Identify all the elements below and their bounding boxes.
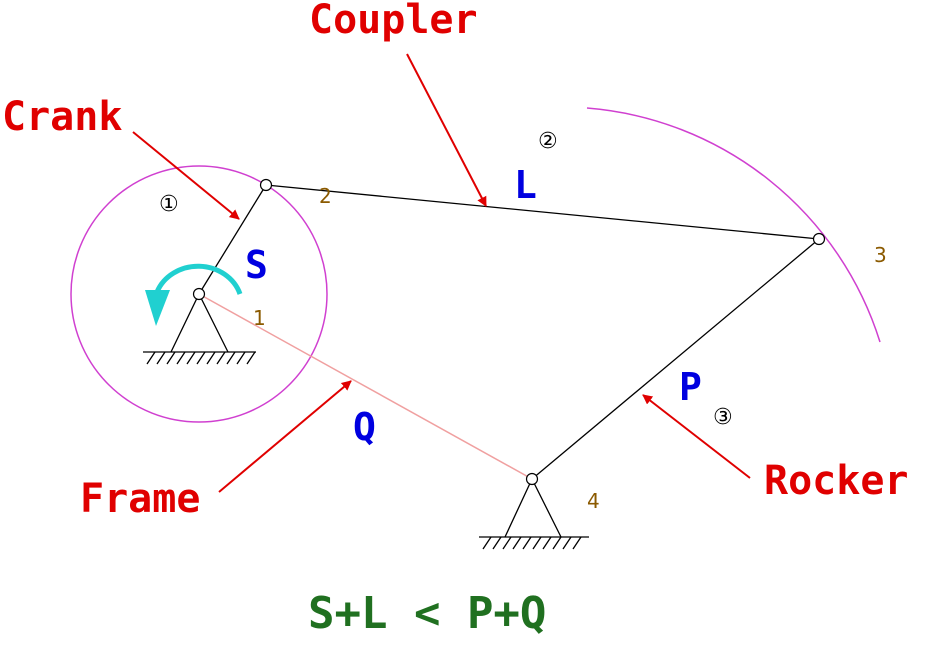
frame-link-line: [198, 293, 533, 480]
link-3-number: ③: [713, 405, 733, 430]
joint-2-pin: [259, 178, 273, 192]
grashof-formula: S+L < P+Q: [308, 588, 546, 639]
rotation-arrow-icon: [145, 263, 243, 326]
joint-1-number: 1: [253, 306, 266, 330]
crank-callout-arrow: [132, 131, 240, 220]
left-ground-support: [143, 292, 256, 365]
link-2-number: ②: [538, 129, 558, 154]
rocker-link-line: [531, 238, 820, 480]
joint-2-number: 2: [319, 184, 332, 208]
rocker-callout-arrow: [642, 394, 751, 479]
crank-link-line: [198, 184, 267, 295]
coupler-symbol: L: [514, 163, 537, 207]
frame-callout-label: Frame: [80, 476, 200, 522]
rocker-callout-label: Rocker: [764, 458, 909, 504]
joint-4-number: 4: [587, 489, 600, 513]
crank-path-circle: [70, 165, 328, 423]
coupler-callout-label: Coupler: [309, 0, 478, 43]
rocker-path-arc: [586, 107, 881, 343]
crank-callout-label: Crank: [2, 94, 122, 140]
joint-4-pin: [525, 472, 539, 486]
right-ground-support: [479, 477, 589, 550]
link-1-number: ①: [159, 192, 179, 217]
frame-callout-arrow: [218, 380, 352, 493]
joint-3-number: 3: [874, 243, 887, 267]
joint-1-pin: [192, 287, 206, 301]
coupler-callout-arrow: [406, 53, 487, 207]
coupler-link-line: [265, 184, 820, 240]
rocker-symbol: P: [679, 365, 702, 409]
crank-symbol: S: [245, 243, 268, 287]
frame-symbol: Q: [353, 405, 376, 449]
joint-3-pin: [812, 232, 826, 246]
